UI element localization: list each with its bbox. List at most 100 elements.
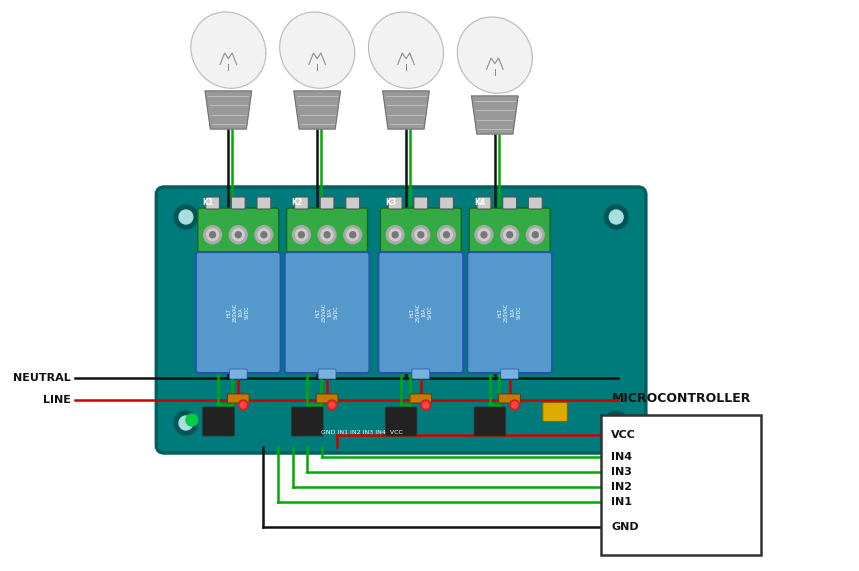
FancyBboxPatch shape <box>386 407 417 436</box>
FancyBboxPatch shape <box>284 252 369 373</box>
Text: IN1: IN1 <box>612 497 632 507</box>
Polygon shape <box>369 12 443 89</box>
FancyBboxPatch shape <box>440 197 454 209</box>
Polygon shape <box>205 91 252 129</box>
Circle shape <box>238 400 248 410</box>
Circle shape <box>258 229 270 241</box>
FancyBboxPatch shape <box>503 197 516 209</box>
Circle shape <box>507 232 513 238</box>
Circle shape <box>437 226 455 244</box>
Text: K2: K2 <box>291 198 302 207</box>
FancyBboxPatch shape <box>467 252 552 373</box>
Circle shape <box>423 402 429 408</box>
Circle shape <box>475 226 493 244</box>
Circle shape <box>318 226 336 244</box>
Circle shape <box>387 226 404 244</box>
Circle shape <box>481 232 487 238</box>
Circle shape <box>174 205 198 229</box>
Circle shape <box>501 226 519 244</box>
FancyBboxPatch shape <box>316 394 338 403</box>
Text: NEUTRAL: NEUTRAL <box>13 373 70 383</box>
Text: MICROCONTROLLER: MICROCONTROLLER <box>612 392 751 405</box>
FancyBboxPatch shape <box>543 403 568 421</box>
Circle shape <box>324 232 330 238</box>
Circle shape <box>609 210 623 224</box>
Circle shape <box>174 411 198 435</box>
Text: IN3: IN3 <box>612 467 632 477</box>
FancyBboxPatch shape <box>477 197 490 209</box>
Text: HLT
250VAC
10A
5VDC: HLT 250VAC 10A 5VDC <box>498 303 521 322</box>
Circle shape <box>389 229 401 241</box>
Circle shape <box>179 416 192 430</box>
FancyBboxPatch shape <box>528 197 542 209</box>
Text: IN4: IN4 <box>612 452 632 462</box>
Circle shape <box>509 400 520 410</box>
FancyBboxPatch shape <box>469 208 550 257</box>
Text: VCC: VCC <box>612 430 637 440</box>
Circle shape <box>393 232 398 238</box>
FancyBboxPatch shape <box>501 369 519 379</box>
FancyBboxPatch shape <box>287 208 368 257</box>
Circle shape <box>327 400 337 410</box>
Circle shape <box>207 229 218 241</box>
Circle shape <box>412 226 430 244</box>
FancyBboxPatch shape <box>203 407 235 436</box>
FancyBboxPatch shape <box>318 369 336 379</box>
Circle shape <box>179 210 192 224</box>
Text: K3: K3 <box>386 198 396 207</box>
Circle shape <box>321 229 333 241</box>
Text: GND IN1 IN2 IN3 IN4  VCC: GND IN1 IN2 IN3 IN4 VCC <box>320 431 403 436</box>
FancyBboxPatch shape <box>499 394 521 403</box>
FancyBboxPatch shape <box>198 208 278 257</box>
Circle shape <box>261 232 267 238</box>
Circle shape <box>529 229 541 241</box>
Circle shape <box>255 226 273 244</box>
Text: GND: GND <box>612 522 639 532</box>
FancyBboxPatch shape <box>205 197 220 209</box>
Circle shape <box>204 226 222 244</box>
Circle shape <box>417 232 423 238</box>
Circle shape <box>527 226 545 244</box>
FancyBboxPatch shape <box>228 394 249 403</box>
Circle shape <box>210 232 216 238</box>
Circle shape <box>421 400 430 410</box>
FancyBboxPatch shape <box>156 187 646 453</box>
Polygon shape <box>294 91 340 129</box>
Text: LINE: LINE <box>43 395 70 405</box>
Circle shape <box>441 229 453 241</box>
Circle shape <box>443 232 449 238</box>
FancyBboxPatch shape <box>196 252 281 373</box>
Text: IN2: IN2 <box>612 482 632 492</box>
Circle shape <box>609 416 623 430</box>
Circle shape <box>329 402 335 408</box>
Polygon shape <box>383 91 430 129</box>
Bar <box>601 415 761 555</box>
FancyBboxPatch shape <box>291 407 323 436</box>
FancyBboxPatch shape <box>414 197 428 209</box>
Polygon shape <box>472 96 518 134</box>
Text: HLT
250VAC
10A
5VDC: HLT 250VAC 10A 5VDC <box>409 303 433 322</box>
FancyBboxPatch shape <box>388 197 402 209</box>
Text: HLT
250VAC
10A
5VDC: HLT 250VAC 10A 5VDC <box>315 303 338 322</box>
Circle shape <box>503 229 515 241</box>
Circle shape <box>298 232 304 238</box>
Text: HLT
250VAC
10A
5VDC: HLT 250VAC 10A 5VDC <box>227 303 250 322</box>
FancyBboxPatch shape <box>346 197 360 209</box>
Polygon shape <box>457 17 533 93</box>
Circle shape <box>605 205 628 229</box>
Text: K4: K4 <box>474 198 485 207</box>
Circle shape <box>235 232 241 238</box>
FancyBboxPatch shape <box>229 369 247 379</box>
Circle shape <box>232 229 244 241</box>
Polygon shape <box>191 12 266 89</box>
FancyBboxPatch shape <box>295 197 308 209</box>
FancyBboxPatch shape <box>410 394 432 403</box>
Text: K1: K1 <box>203 198 214 207</box>
Circle shape <box>293 226 310 244</box>
Circle shape <box>533 232 539 238</box>
FancyBboxPatch shape <box>257 197 271 209</box>
FancyBboxPatch shape <box>378 252 463 373</box>
Circle shape <box>350 232 356 238</box>
Circle shape <box>344 226 362 244</box>
Circle shape <box>229 226 247 244</box>
